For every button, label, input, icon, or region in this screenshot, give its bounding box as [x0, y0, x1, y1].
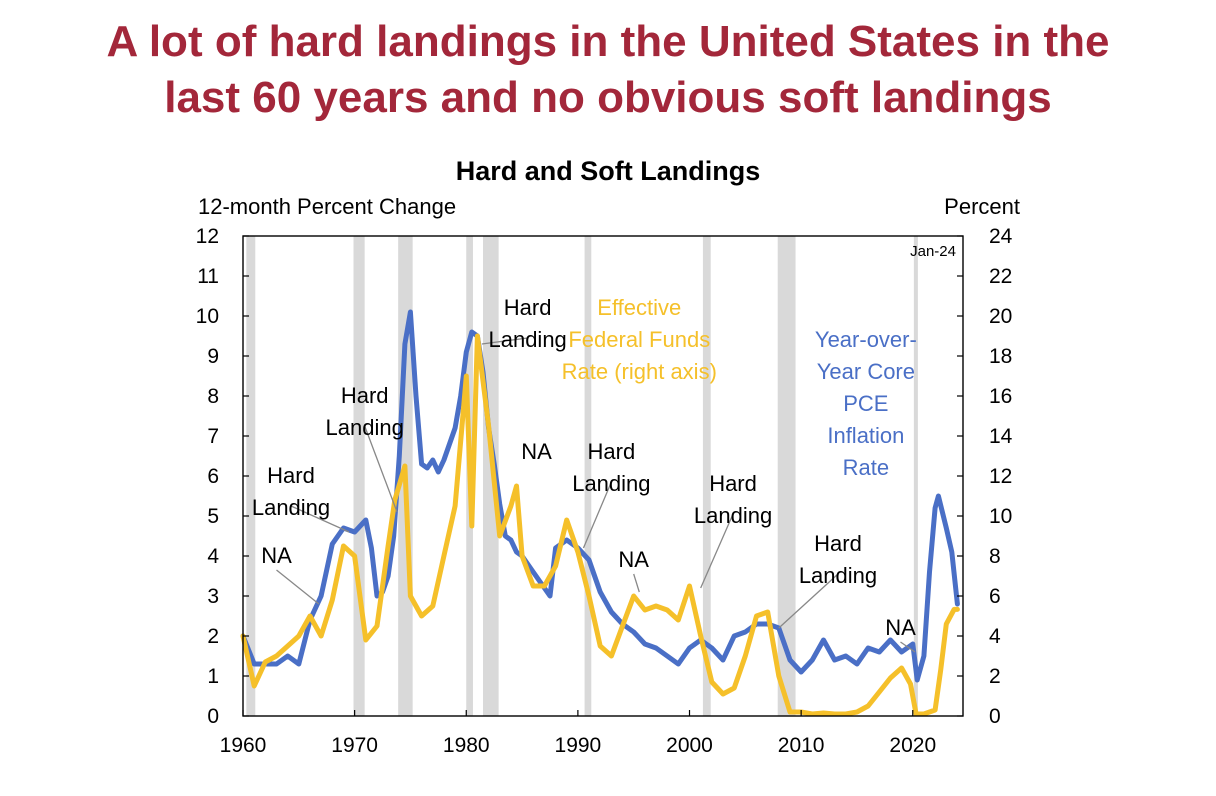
right-tick-label: 0: [989, 705, 1001, 728]
right-tick-label: 14: [989, 425, 1013, 448]
annotation-label: Hard Landing: [694, 471, 772, 528]
x-tick-label: 2010: [778, 734, 825, 757]
annotation-label: Hard Landing: [252, 463, 330, 520]
annotation-label: Hard Landing: [488, 295, 566, 352]
left-tick-label: 7: [207, 425, 219, 448]
annotation-label: NA: [885, 615, 916, 640]
annotation-pointer: [364, 425, 398, 513]
annotation-label: NA: [261, 543, 292, 568]
left-tick-label: 1: [207, 665, 219, 688]
left-tick-label: 5: [207, 505, 219, 528]
x-tick-label: 1990: [555, 734, 602, 757]
chart-title: Hard and Soft Landings: [456, 156, 761, 186]
annotation-pointer: [276, 569, 320, 605]
right-axis-label: Percent: [944, 194, 1020, 219]
annotation-pointer: [778, 573, 839, 629]
annotation-label: Hard Landing: [326, 383, 404, 440]
chart-annotations: NA Hard Landing Hard Landing Hard Landing NA Har…: [252, 295, 917, 653]
right-tick-label: 8: [989, 545, 1001, 568]
left-tick-label: 8: [207, 385, 219, 408]
annotation-label: Hard Landing: [799, 531, 877, 588]
right-tick-label: 22: [989, 265, 1012, 288]
x-tick-label: 1960: [220, 734, 267, 757]
left-tick-label: 0: [207, 705, 219, 728]
annotation-label: NA: [521, 439, 552, 464]
recession-band: [584, 236, 592, 716]
left-tick-label: 11: [197, 265, 219, 288]
left-tick-label: 9: [207, 345, 219, 368]
slide-headline: A lot of hard landings in the United Sta…: [0, 14, 1216, 126]
recession-band: [246, 236, 256, 716]
right-tick-label: 6: [989, 585, 1001, 608]
annotation-pointer: [633, 573, 640, 593]
annotation-pointer: [481, 337, 528, 345]
right-tick-label: 24: [989, 225, 1013, 248]
annotation-pointer: [700, 513, 734, 589]
left-tick-label: 10: [196, 305, 219, 328]
recession-band: [913, 236, 918, 716]
right-tick-label: 4: [989, 625, 1001, 648]
recession-band: [777, 236, 796, 716]
right-tick-label: 10: [989, 505, 1012, 528]
left-tick-label: 3: [207, 585, 219, 608]
x-tick-label: 1980: [443, 734, 490, 757]
left-tick-label: 12: [196, 225, 219, 248]
annotation-label: NA: [618, 547, 649, 572]
annotation-label: Effective Federal Funds Rate (right axis): [562, 295, 717, 384]
axis-ticks: 0123456789101112024681012141618202224196…: [196, 225, 1013, 757]
left-tick-label: 6: [207, 465, 219, 488]
x-tick-label: 2020: [889, 734, 936, 757]
right-tick-label: 2: [989, 665, 1001, 688]
annotation-pointer: [900, 641, 916, 653]
series-line-fed-funds: [240, 333, 960, 717]
left-axis-label: 12-month Percent Change: [198, 194, 456, 219]
annotation-pointer: [290, 505, 350, 533]
annotation-pointer: [582, 481, 612, 549]
headline-line-2: last 60 years and no obvious soft landin…: [164, 73, 1052, 122]
right-tick-label: 18: [989, 345, 1012, 368]
right-tick-label: 16: [989, 385, 1012, 408]
right-tick-label: 20: [989, 305, 1012, 328]
annotation-label: Year-over-Year Core PCE Inflation Rate: [815, 327, 917, 480]
series-lines: [240, 309, 960, 717]
headline-line-1: A lot of hard landings in the United Sta…: [106, 17, 1110, 66]
right-tick-label: 12: [989, 465, 1012, 488]
recession-band: [353, 236, 365, 716]
date-label: Jan-24: [910, 243, 956, 260]
left-tick-label: 2: [207, 625, 219, 648]
left-tick-label: 4: [207, 545, 219, 568]
x-tick-label: 2000: [666, 734, 713, 757]
recession-band: [483, 236, 499, 716]
recession-band: [702, 236, 711, 716]
x-tick-label: 1970: [331, 734, 378, 757]
annotation-label: Hard Landing: [572, 439, 650, 496]
